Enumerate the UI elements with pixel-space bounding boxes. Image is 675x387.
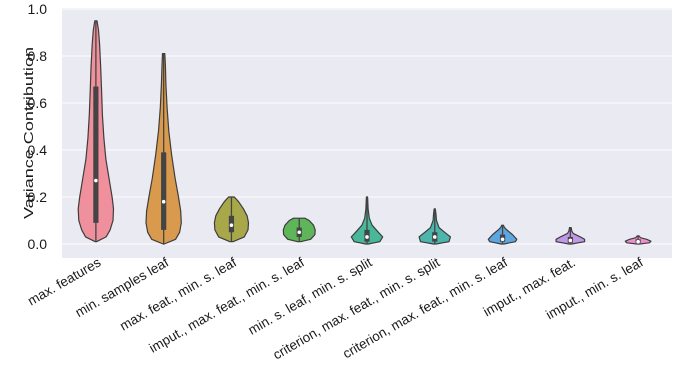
violins bbox=[77, 20, 652, 245]
y-tick-label: 0.4 bbox=[28, 142, 48, 158]
y-tick-labels: 0.0 0.2 0.4 0.6 0.8 1.0 bbox=[28, 1, 48, 252]
y-tick-label: 0.2 bbox=[28, 189, 48, 205]
y-tick-label: 0.6 bbox=[28, 95, 48, 111]
violin-median bbox=[365, 235, 369, 239]
violin-median bbox=[432, 235, 437, 239]
y-tick-label: 0.8 bbox=[28, 48, 48, 64]
x-tick-label: min. s. leaf, min. s. split bbox=[245, 254, 374, 337]
violin-median bbox=[568, 238, 573, 243]
violin-median bbox=[94, 178, 98, 183]
y-tick-label: 0.0 bbox=[28, 236, 48, 252]
violin-median bbox=[297, 230, 302, 235]
violin-iqr-box bbox=[161, 152, 167, 230]
violin-median bbox=[161, 199, 166, 204]
violin-iqr-box bbox=[93, 86, 99, 223]
violin-median bbox=[636, 239, 640, 244]
x-tick-label: max. feat., min. s. leaf bbox=[117, 254, 239, 333]
y-tick-label: 1.0 bbox=[28, 1, 48, 17]
violin-median bbox=[500, 237, 505, 242]
y-axis-label: Variance Contribution bbox=[21, 47, 36, 219]
violin-median bbox=[229, 223, 234, 227]
